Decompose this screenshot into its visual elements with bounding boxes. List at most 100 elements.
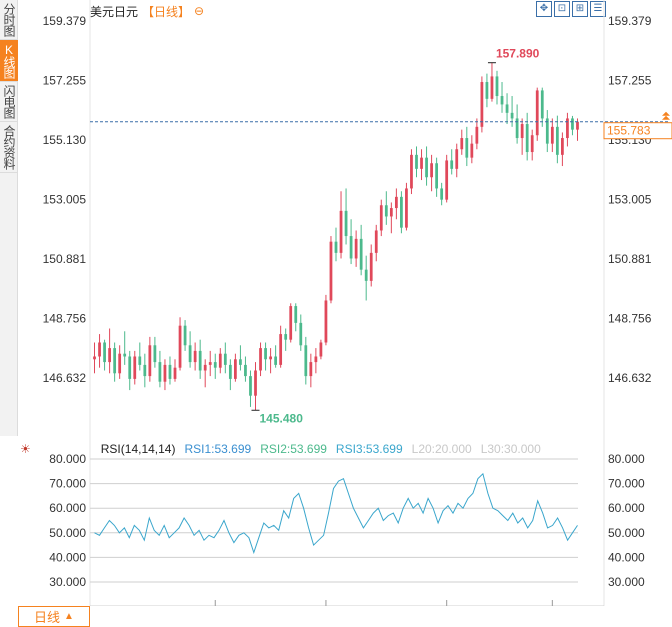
rsi3-value: RSI3:53.699	[335, 442, 403, 456]
candle-body	[561, 138, 564, 155]
candle-body	[294, 306, 298, 323]
candle-body	[138, 356, 142, 365]
candle-body	[535, 90, 539, 136]
tab-flash-chart[interactable]: 闪电图	[0, 82, 18, 122]
candle-body	[153, 345, 157, 363]
rsi2-value: RSI2:53.699	[260, 442, 327, 456]
candle-body	[269, 356, 272, 360]
candle-body	[173, 367, 177, 379]
candle-body	[143, 364, 147, 377]
candle-body	[525, 124, 529, 153]
rsi-tick-left: 70.000	[49, 477, 86, 491]
price-tick-left: 155.130	[43, 133, 87, 147]
indicator-settings-icon[interactable]: ☀	[20, 442, 31, 456]
tab-k-line[interactable]: K线图	[0, 40, 18, 82]
candle-body	[415, 154, 418, 169]
candle-body	[163, 364, 167, 382]
price-tick-left: 157.255	[43, 73, 87, 87]
period-selector[interactable]: 日线 ▲	[18, 606, 90, 627]
move-icon[interactable]: ✥	[536, 1, 552, 17]
candle-body	[218, 353, 222, 368]
candle-body	[314, 356, 318, 363]
candle-body	[284, 334, 288, 340]
rsi-tick-left: 60.000	[49, 501, 86, 515]
candle-body	[98, 342, 101, 357]
period-label[interactable]: 【日线】	[142, 4, 191, 19]
candle-body	[571, 118, 574, 130]
candle-body	[133, 356, 137, 379]
candle-body	[470, 143, 474, 158]
rsi-tick-left: 50.000	[49, 526, 86, 540]
date-axis: 2025/092025/102025/112025/12	[90, 600, 604, 606]
candle-body	[379, 205, 383, 231]
current-price-label: 155.783	[607, 124, 651, 138]
settings-icon[interactable]: ☰	[590, 1, 606, 17]
candle-body	[540, 90, 544, 119]
tab-time-sharing[interactable]: 分时图	[0, 0, 18, 40]
rsi-tick-right: 60.000	[608, 501, 645, 515]
candle-body	[405, 188, 408, 228]
candle-body	[435, 163, 439, 189]
candle-body	[208, 362, 212, 365]
candle-body	[309, 362, 313, 377]
rsi-chart[interactable]: 80.000 80.000 70.000 70.000 60.000 60.000 50.0…	[0, 436, 672, 606]
candle-body	[420, 157, 423, 169]
candle-body	[445, 160, 449, 200]
candle-body	[440, 188, 444, 200]
candle-body	[480, 82, 484, 127]
candle-body	[359, 238, 363, 270]
candle-body	[239, 359, 242, 365]
candle-body	[319, 342, 323, 357]
candle-body	[254, 370, 257, 396]
current-price-box	[603, 122, 672, 140]
candle-body	[183, 325, 187, 346]
candle-body	[550, 126, 554, 144]
candle-body	[450, 160, 454, 169]
candle-body	[520, 124, 524, 139]
rsi-title: RSI(14,14,14)	[100, 442, 176, 456]
candle-body	[228, 364, 232, 379]
symbol-name: 美元日元	[90, 4, 139, 19]
chart-type-icon[interactable]: ⊞	[572, 1, 588, 17]
period-selector-label: 日线	[34, 610, 61, 625]
candles	[93, 62, 579, 411]
price-tick-left: 159.379	[43, 14, 87, 28]
price-tick-left: 150.881	[43, 252, 87, 266]
candle-body	[304, 345, 308, 377]
candle-body	[455, 149, 459, 169]
candle-body	[274, 356, 278, 365]
candle-body	[475, 126, 479, 144]
rsi-tick-right: 30.000	[608, 575, 645, 589]
tab-contract-info[interactable]: 合约资料	[0, 122, 18, 173]
candle-body	[103, 342, 106, 363]
triangle-up-icon: ▲	[64, 611, 74, 622]
zoom-out-icon[interactable]: ⊖	[194, 4, 205, 18]
price-annotations: 157.890 145.480 155.783	[90, 47, 672, 425]
candle-body	[389, 208, 393, 217]
candle-body	[93, 356, 96, 360]
candle-body	[576, 121, 579, 130]
rsi-tick-right: 50.000	[608, 526, 645, 540]
candle-body	[108, 348, 111, 363]
fit-icon[interactable]: ⊡	[554, 1, 570, 17]
rsi-tick-left: 80.000	[49, 452, 86, 466]
candle-body	[364, 269, 368, 281]
candle-body	[369, 252, 373, 281]
candle-body	[148, 345, 152, 377]
candle-body	[344, 210, 348, 237]
candle-body	[329, 241, 333, 301]
candle-body	[545, 118, 549, 144]
candle-body	[203, 364, 207, 371]
low-price-label: 145.480	[260, 411, 304, 425]
candle-body	[500, 96, 504, 105]
price-tick-right: 157.255	[608, 73, 652, 87]
candle-body	[495, 76, 499, 97]
high-price-label: 157.890	[496, 47, 540, 61]
candle-body	[123, 353, 127, 357]
candle-body	[339, 210, 343, 253]
candle-body	[299, 322, 303, 346]
candle-body	[349, 236, 353, 259]
rsi-line	[94, 472, 578, 555]
